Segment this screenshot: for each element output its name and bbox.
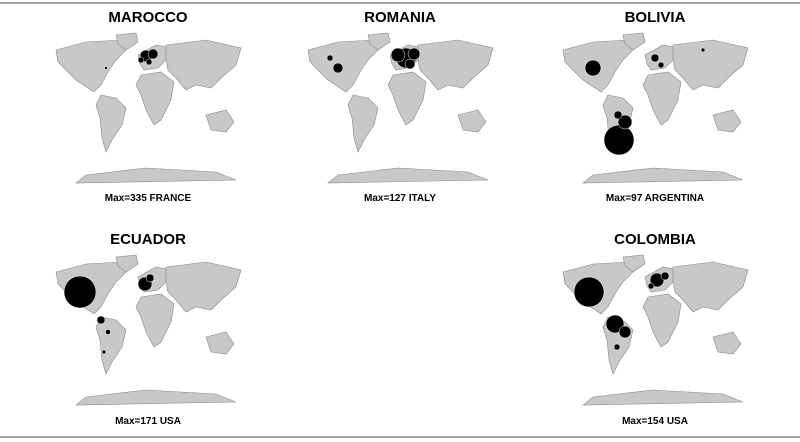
panel: ROMANIA Max=127 ITALY [307,9,494,204]
panel-title: COLOMBIA [614,231,696,248]
map [562,254,749,406]
panel-title: ROMANIA [364,9,436,26]
panel: BOLIVIA Max=97 ARGENTINA [562,9,749,204]
map [562,32,749,184]
panel: ECUADOR Max=171 USA [55,231,242,427]
panel: MAROCCO Max=335 FRANCE [55,9,242,204]
map [307,32,494,184]
panel-caption: Max=127 ITALY [364,193,436,204]
panel-caption: Max=171 USA [115,416,181,427]
panel-caption: Max=335 FRANCE [105,193,192,204]
panel-title: ECUADOR [110,231,186,248]
panel-title: BOLIVIA [625,9,686,26]
panel-caption: Max=97 ARGENTINA [606,193,704,204]
panel: COLOMBIA Max=154 USA [562,231,749,427]
map [55,254,242,406]
panel-caption: Max=154 USA [622,416,688,427]
panel-title: MAROCCO [108,9,187,26]
map [55,32,242,184]
